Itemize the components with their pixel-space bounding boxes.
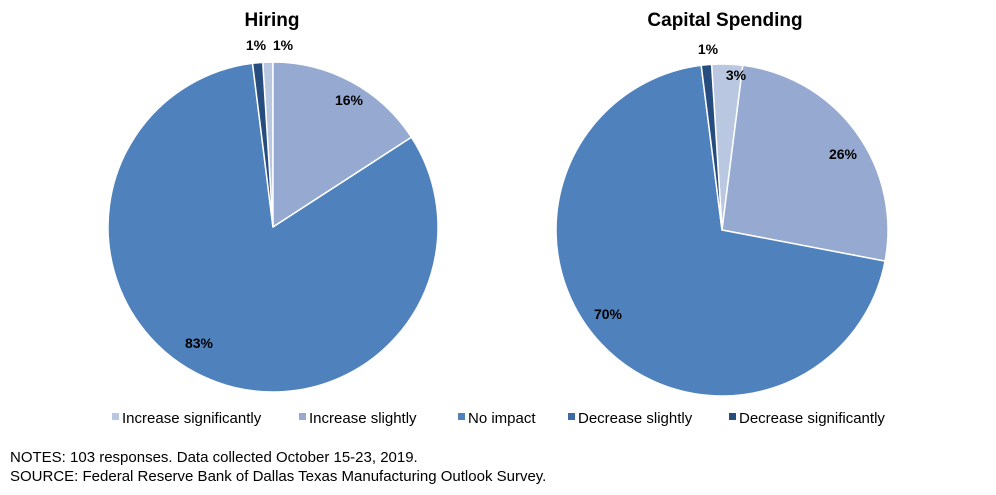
legend-label: No impact — [468, 410, 536, 427]
pie-slice-decrease-significantly — [700, 63, 723, 231]
legend-item-no-impact: No impact — [458, 410, 536, 427]
legend-item-increase-slightly: Increase slightly — [299, 410, 417, 427]
legend-swatch — [299, 413, 306, 420]
data-label-decrease-significantly: 1% — [698, 41, 719, 57]
chart-title-capital-spending: Capital Spending — [647, 10, 802, 31]
data-label-decrease-significantly: 1% — [246, 37, 267, 53]
pie-slice-no-impact — [555, 64, 886, 397]
pie-chart-hiring: Hiring 1% 16% 83% 1% — [107, 10, 439, 393]
legend-item-decrease-slightly: Decrease slightly — [568, 410, 693, 427]
legend-label: Decrease slightly — [578, 410, 693, 427]
source-text: SOURCE: Federal Reserve Bank of Dallas T… — [10, 468, 547, 485]
pie-chart-capital-spending: Capital Spending 3% 26% 70% 1% — [555, 10, 889, 397]
pie-slice-increase-slightly — [721, 64, 889, 262]
pie-slice-increase-slightly — [272, 61, 413, 228]
legend-swatch — [729, 413, 736, 420]
data-label-no-impact: 83% — [185, 335, 214, 351]
legend-item-increase-significantly: Increase significantly — [112, 410, 262, 427]
chart-title-hiring: Hiring — [245, 10, 300, 31]
legend-swatch — [112, 413, 119, 420]
data-label-increase-slightly: 16% — [335, 92, 364, 108]
legend-swatch — [568, 413, 575, 420]
pie-slice-decrease-significantly — [251, 61, 274, 228]
legend-label: Increase significantly — [122, 410, 262, 427]
legend: Increase significantly Increase slightly N… — [112, 410, 885, 427]
legend-swatch — [458, 413, 465, 420]
data-label-increase-slightly: 26% — [829, 146, 858, 162]
legend-item-decrease-significantly: Decrease significantly — [729, 410, 885, 427]
legend-label: Increase slightly — [309, 410, 417, 427]
legend-label: Decrease significantly — [739, 410, 885, 427]
notes-text: NOTES: 103 responses. Data collected Oct… — [10, 449, 418, 466]
data-label-increase-significantly: 3% — [726, 67, 747, 83]
data-label-increase-significantly: 1% — [273, 37, 294, 53]
data-label-no-impact: 70% — [594, 306, 623, 322]
